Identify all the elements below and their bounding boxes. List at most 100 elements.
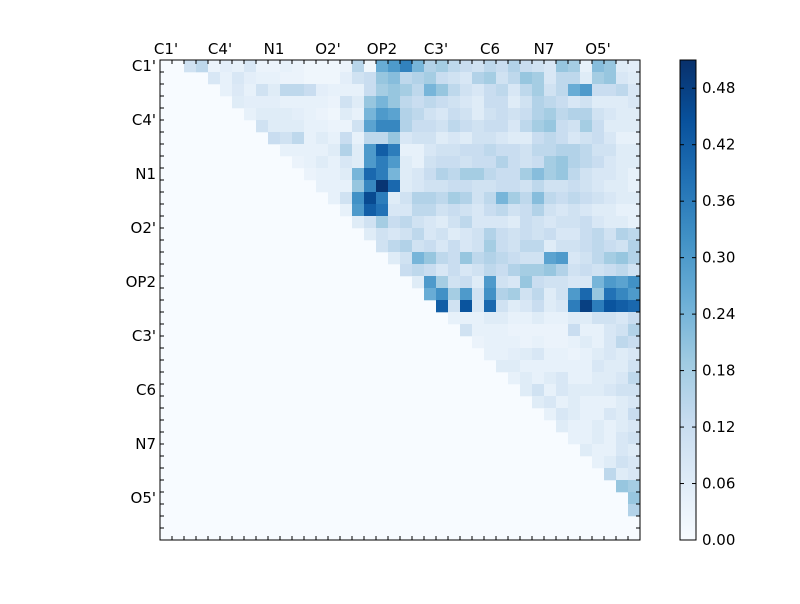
heatmap-cell — [568, 252, 581, 265]
heatmap-cell — [484, 336, 497, 349]
heatmap-cell — [448, 168, 461, 181]
heatmap-cell — [544, 216, 557, 229]
heatmap-cell — [376, 228, 389, 241]
heatmap-cell — [436, 84, 449, 97]
heatmap-cell — [616, 432, 629, 445]
heatmap-cell — [568, 168, 581, 181]
heatmap-cell — [580, 144, 593, 157]
heatmap-cell — [208, 72, 221, 85]
heatmap-cell — [604, 96, 617, 109]
heatmap-cell — [436, 288, 449, 301]
heatmap-cell — [628, 384, 641, 397]
heatmap-cell — [604, 372, 617, 385]
heatmap-cell — [400, 228, 413, 241]
heatmap-cell — [376, 144, 389, 157]
heatmap-cell — [484, 300, 497, 313]
heatmap-cell — [544, 156, 557, 169]
heatmap-cell — [364, 228, 377, 241]
heatmap-cell — [544, 276, 557, 289]
heatmap-cell — [436, 204, 449, 217]
heatmap-cell — [520, 60, 533, 73]
heatmap-cell — [376, 216, 389, 229]
heatmap-cell — [568, 132, 581, 145]
x-tick-label: C4' — [208, 40, 232, 58]
heatmap-cell — [388, 252, 401, 265]
heatmap-cell — [412, 120, 425, 133]
heatmap-cell — [628, 108, 641, 121]
heatmap-cell — [532, 324, 545, 337]
heatmap-cell — [304, 72, 317, 85]
heatmap-cell — [388, 132, 401, 145]
heatmap-cell — [616, 144, 629, 157]
heatmap-cell — [592, 324, 605, 337]
heatmap-cell — [460, 300, 473, 313]
heatmap-cell — [580, 132, 593, 145]
heatmap-cell — [460, 108, 473, 121]
colorbar-tick-label: 0.18 — [702, 362, 735, 380]
heatmap-cell — [508, 372, 521, 385]
heatmap-cell — [484, 108, 497, 121]
y-tick-label: C1' — [132, 57, 156, 75]
heatmap-cell — [508, 324, 521, 337]
heatmap-cell — [568, 204, 581, 217]
heatmap-cell — [508, 72, 521, 85]
heatmap-cell — [412, 264, 425, 277]
heatmap-cell — [508, 120, 521, 133]
heatmap-cell — [436, 180, 449, 193]
heatmap-cell — [592, 144, 605, 157]
heatmap-cell — [412, 156, 425, 169]
heatmap-cell — [448, 300, 461, 313]
heatmap-cell — [448, 156, 461, 169]
heatmap-cell — [388, 120, 401, 133]
heatmap-cell — [448, 96, 461, 109]
heatmap-cell — [364, 156, 377, 169]
heatmap-cell — [484, 288, 497, 301]
heatmap-cell — [520, 324, 533, 337]
heatmap-cell — [484, 156, 497, 169]
heatmap-cell — [364, 120, 377, 133]
heatmap-cell — [436, 96, 449, 109]
heatmap-cell — [460, 228, 473, 241]
heatmap-cell — [496, 108, 509, 121]
heatmap-cell — [580, 384, 593, 397]
heatmap-cell — [292, 84, 305, 97]
heatmap-cell — [520, 168, 533, 181]
heatmap-cell — [472, 240, 485, 253]
heatmap-cell — [556, 108, 569, 121]
colorbar-ticks: 0.00 0.06 0.12 0.18 0.24 0.30 0.36 0.42 0.48 — [680, 79, 735, 549]
heatmap-cell — [604, 264, 617, 277]
heatmap-cell — [436, 144, 449, 157]
heatmap-cell — [580, 288, 593, 301]
heatmap-cell — [580, 252, 593, 265]
heatmap-cell — [628, 96, 641, 109]
heatmap-cell — [376, 240, 389, 253]
heatmap-cell — [520, 120, 533, 133]
heatmap-cell — [460, 180, 473, 193]
heatmap-cell — [352, 84, 365, 97]
heatmap-cell — [448, 264, 461, 277]
heatmap-cell — [508, 348, 521, 361]
axis-ticks — [159, 59, 641, 541]
heatmap-cell — [508, 168, 521, 181]
heatmap-cell — [436, 156, 449, 169]
heatmap-cell — [496, 324, 509, 337]
heatmap-cell — [568, 72, 581, 85]
heatmap-cell — [628, 408, 641, 421]
heatmap-cell — [556, 252, 569, 265]
heatmap-cell — [460, 60, 473, 73]
heatmap-cell — [496, 252, 509, 265]
heatmap-cell — [256, 108, 269, 121]
heatmap-cell — [496, 264, 509, 277]
y-tick-label: O5' — [131, 489, 156, 507]
heatmap-cell — [352, 180, 365, 193]
heatmap-cell — [448, 84, 461, 97]
heatmap-cell — [532, 84, 545, 97]
heatmap-cell — [388, 168, 401, 181]
heatmap-cell — [508, 132, 521, 145]
heatmap-cell — [592, 240, 605, 253]
heatmap-cell — [268, 108, 281, 121]
heatmap-cell — [352, 192, 365, 205]
x-tick-label: C1' — [154, 40, 178, 58]
heatmap-cell — [220, 60, 233, 73]
